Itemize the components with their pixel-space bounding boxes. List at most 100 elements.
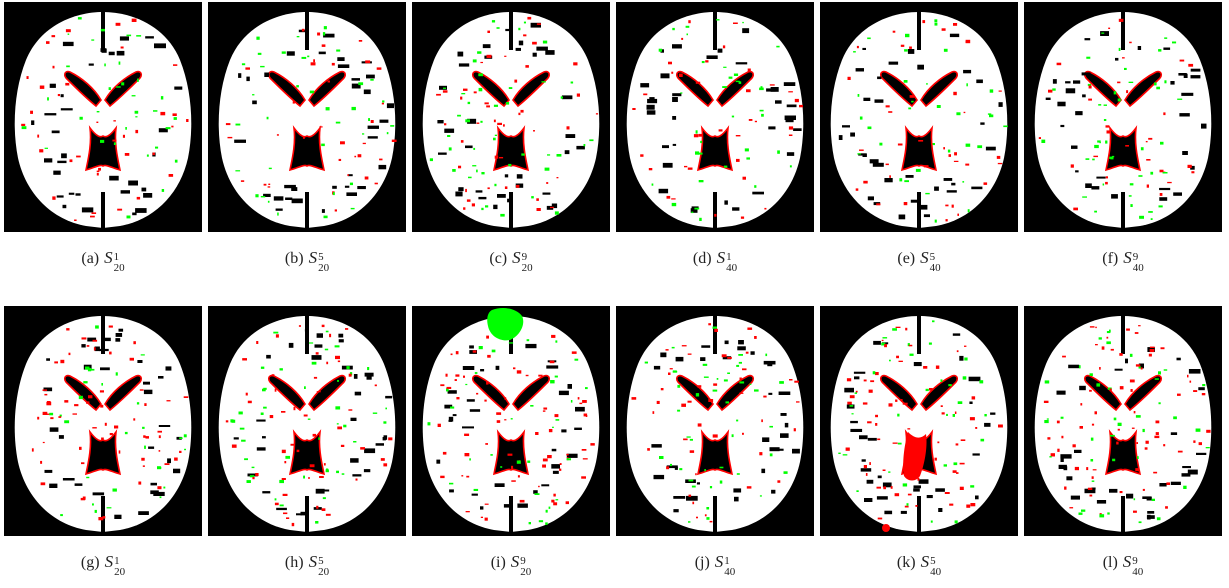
sulcus [379, 119, 389, 123]
false-positive-speck [493, 137, 496, 141]
sulcus [926, 495, 933, 499]
false-positive-speck [736, 419, 739, 422]
sulcus [44, 158, 53, 163]
false-negative-speck [1201, 393, 1206, 396]
sulcus [115, 333, 123, 337]
false-positive-speck [267, 200, 270, 203]
false-positive-speck [1156, 86, 1160, 90]
false-positive-speck [671, 346, 675, 349]
false-positive-speck [321, 143, 325, 147]
false-negative-speck [292, 101, 295, 104]
panel-caption: (l) S 9 40 [1102, 552, 1144, 578]
false-positive-speck [882, 337, 888, 339]
false-positive-speck [1109, 329, 1111, 333]
false-negative-speck [666, 195, 671, 199]
false-negative-speck [493, 119, 496, 123]
sulcus [332, 185, 337, 189]
false-positive-speck [140, 354, 145, 356]
false-negative-speck [520, 109, 524, 113]
false-negative-speck [566, 126, 570, 130]
false-negative-speck [52, 196, 56, 200]
sulcus [480, 369, 485, 372]
false-negative-speck [42, 411, 48, 415]
false-negative-speck [582, 458, 588, 460]
false-negative-speck [875, 414, 878, 418]
sulcus [116, 50, 125, 56]
sulcus [60, 108, 73, 111]
brain-segmentation-image [1024, 306, 1222, 536]
false-positive-speck [749, 383, 752, 385]
false-positive-speck [731, 434, 734, 438]
false-positive-speck [183, 434, 187, 438]
false-positive-speck [476, 169, 478, 173]
false-negative-speck [1105, 176, 1108, 179]
false-negative-speck [42, 389, 47, 391]
false-positive-speck [1103, 104, 1107, 106]
false-negative-speck [983, 182, 988, 185]
sulcus [1176, 357, 1181, 361]
false-negative-speck [695, 473, 697, 476]
false-negative-speck [504, 186, 508, 189]
false-negative-speck [174, 457, 178, 461]
sulcus [1045, 97, 1051, 100]
false-positive-speck [1160, 141, 1164, 145]
sulcus [1058, 464, 1067, 469]
false-negative-speck [1177, 393, 1181, 396]
false-positive-speck [1142, 428, 1145, 433]
sulcus [1183, 73, 1188, 78]
sulcus [649, 97, 655, 101]
sulcus [1114, 368, 1123, 371]
sulcus [646, 110, 656, 115]
false-positive-speck [296, 85, 299, 88]
sulcus [660, 49, 664, 53]
fissure-top [1121, 316, 1125, 354]
false-negative-speck [867, 421, 872, 424]
false-negative-speck [327, 80, 330, 83]
false-negative-speck [96, 170, 100, 172]
false-negative-speck [918, 140, 924, 142]
sulcus [551, 464, 560, 469]
false-negative-speck [323, 463, 326, 466]
false-positive-speck [776, 45, 780, 48]
false-positive-speck [496, 27, 500, 29]
false-positive-speck [736, 364, 740, 367]
sulcus [233, 437, 239, 440]
sulcus [158, 376, 164, 379]
sulcus [867, 196, 874, 201]
false-positive-speck [566, 458, 571, 461]
false-negative-speck [282, 493, 288, 496]
false-negative-speck [721, 354, 727, 358]
false-negative-speck [595, 113, 599, 115]
false-positive-speck [712, 326, 717, 329]
sulcus [1201, 123, 1207, 129]
sulcus [541, 484, 550, 487]
false-positive-speck [1138, 521, 1142, 524]
sulcus [864, 498, 873, 502]
false-negative-speck [315, 352, 319, 355]
ventricle-2 [288, 125, 326, 172]
false-negative-speck [571, 351, 577, 354]
sulcus [44, 113, 57, 116]
false-negative-speck [98, 517, 104, 521]
sulcus [311, 355, 322, 360]
ventricle-2 [1104, 125, 1142, 172]
sulcus [354, 391, 362, 396]
brain-mask [830, 316, 1008, 532]
false-negative-speck [556, 177, 559, 179]
false-positive-speck [350, 207, 355, 210]
false-negative-speck [997, 162, 1003, 165]
false-positive-speck [889, 359, 891, 362]
false-positive-speck [1150, 218, 1153, 220]
fissure-top [917, 12, 921, 50]
sulcus [364, 372, 374, 377]
false-negative-speck [740, 216, 745, 219]
false-negative-speck [364, 176, 369, 180]
false-negative-speck [497, 122, 502, 125]
false-negative-speck [293, 406, 296, 411]
ventricle-1 [716, 70, 754, 108]
false-negative-speck [1105, 181, 1108, 185]
false-positive-speck [727, 372, 730, 374]
false-negative-speck [274, 388, 277, 392]
false-positive-speck [262, 388, 266, 392]
false-positive-speck [879, 142, 883, 146]
